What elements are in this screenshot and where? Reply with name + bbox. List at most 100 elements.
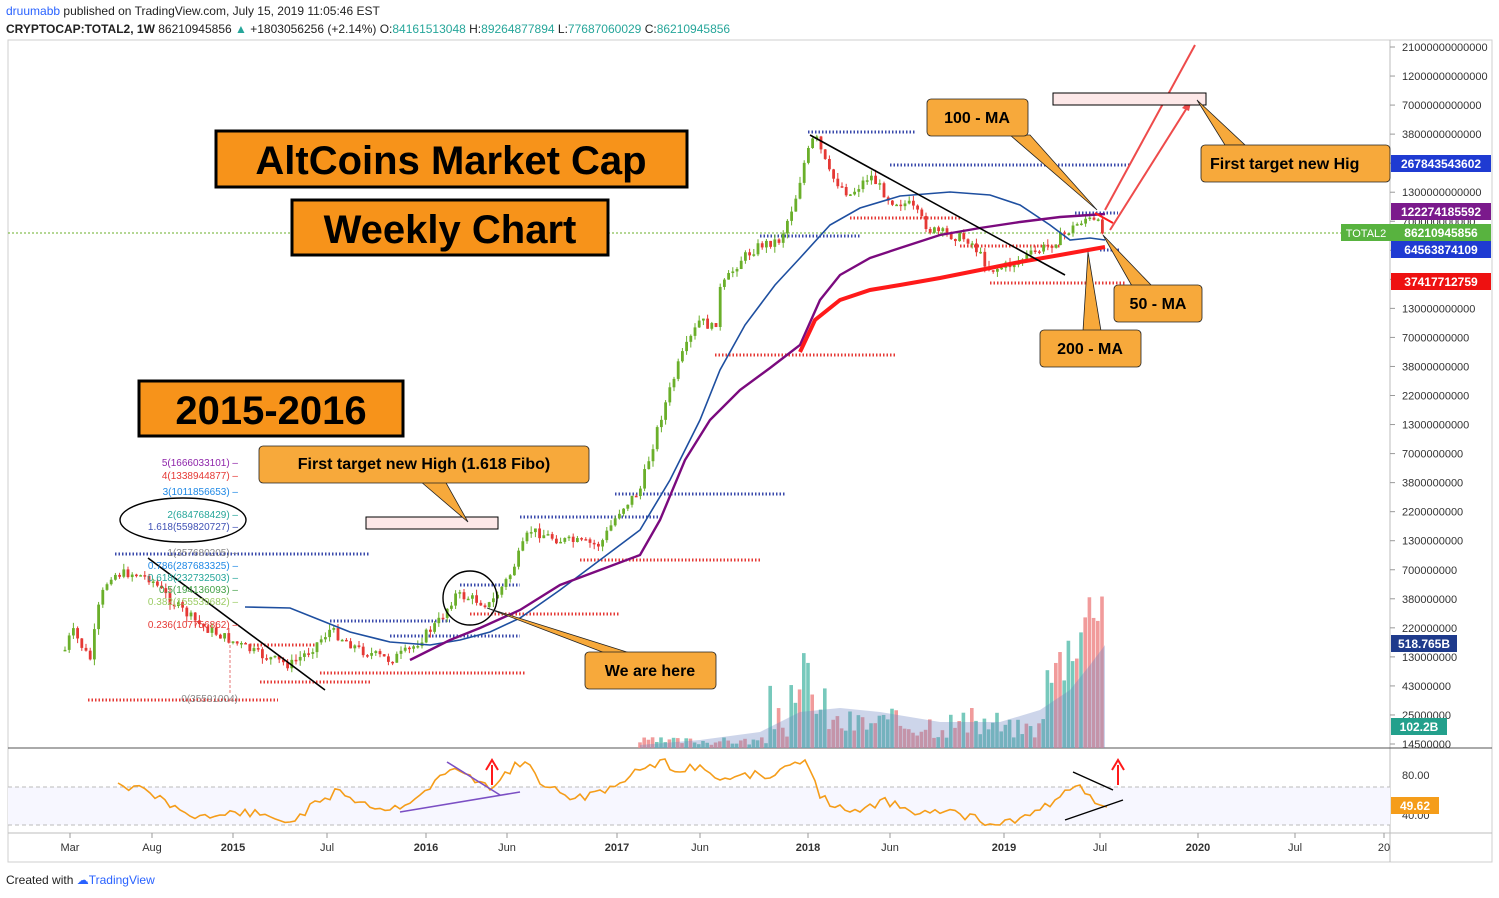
candle-body xyxy=(970,243,974,245)
candle-body xyxy=(626,504,630,509)
fibonacci-labels: 5(1666033101) – 4(1338944877) – 3(10118566… xyxy=(148,458,239,705)
candle-body xyxy=(382,654,386,657)
subtitle-box xyxy=(290,198,610,257)
candle-body xyxy=(622,508,625,514)
badge-rsi xyxy=(1391,797,1439,814)
candle-body xyxy=(189,612,193,617)
candle-body xyxy=(1050,245,1054,248)
candle-body xyxy=(584,539,588,541)
candle-body xyxy=(1080,223,1083,226)
projection-line-1 xyxy=(1104,44,1196,211)
price-tick-label: 12000000000000 xyxy=(1402,71,1488,83)
candle-body xyxy=(718,286,722,327)
candle-body xyxy=(693,327,697,336)
volume-bar xyxy=(1096,620,1100,748)
candle-body xyxy=(672,378,676,388)
candle-body xyxy=(676,361,680,379)
candle-body xyxy=(811,138,814,148)
candle-body xyxy=(647,461,651,470)
callout-ma100: 100 - MA xyxy=(926,98,1098,211)
candle-body xyxy=(744,252,747,261)
fib-label: 5(1666033101) – xyxy=(162,458,239,469)
time-tick-label: Jun xyxy=(498,842,516,854)
candle-body xyxy=(756,243,760,255)
candle-body xyxy=(361,646,365,656)
volume-bar xyxy=(806,662,810,748)
candle-body xyxy=(899,204,903,207)
candlesticks xyxy=(63,134,1104,673)
candle-body xyxy=(962,233,966,240)
tradingview-link[interactable]: TradingView xyxy=(88,873,155,887)
candle-body xyxy=(609,525,613,531)
candle-body xyxy=(849,194,852,196)
price-tick-label: 3800000000 xyxy=(1402,478,1463,490)
svg-text:102.2B: 102.2B xyxy=(1400,720,1439,734)
volume-bar xyxy=(659,737,663,748)
candle-body xyxy=(466,598,470,601)
candle-body xyxy=(773,239,777,247)
candle-body xyxy=(798,182,802,199)
volume-bar xyxy=(957,721,961,748)
volume-bar xyxy=(1016,719,1020,748)
rsi-trendline-bottom xyxy=(1064,799,1124,821)
candle-body xyxy=(1054,245,1058,248)
rsi-tick-label: 80.00 xyxy=(1402,770,1430,782)
price-tick-label: 220000000 xyxy=(1402,623,1457,635)
time-tick-label: Aug xyxy=(142,842,162,854)
candle-body xyxy=(1067,233,1071,235)
price-tick-label: 380000000 xyxy=(1402,594,1457,606)
ma50-label: 50 - MA xyxy=(1130,296,1187,313)
volume-bar xyxy=(831,719,835,748)
low-label: L: xyxy=(557,22,568,36)
candle-body xyxy=(966,239,970,244)
time-tick-label: Jun xyxy=(881,842,899,854)
ma100-label: 100 - MA xyxy=(944,110,1010,127)
volume-bar xyxy=(1054,662,1058,748)
candle-body xyxy=(240,643,243,645)
volume-bar xyxy=(692,742,697,748)
target-left-label: First target new High (1.618 Fibo) xyxy=(298,456,550,473)
trendline-2018 xyxy=(809,134,1066,276)
volume-bar xyxy=(919,731,924,748)
candle-body xyxy=(223,633,226,639)
candle-body xyxy=(412,646,415,649)
candle-body xyxy=(252,648,256,652)
volume-bar xyxy=(1049,682,1054,748)
candle-body xyxy=(605,530,609,541)
candle-body xyxy=(273,655,277,658)
open-label: O: xyxy=(379,22,393,36)
candle-body xyxy=(790,211,793,221)
price-tick-label: 21000000000000 xyxy=(1402,42,1488,54)
candle-body xyxy=(681,351,684,362)
price-tick-label: 2200000000 xyxy=(1402,507,1463,519)
candle-body xyxy=(542,535,546,539)
time-tick-label: 2015 xyxy=(221,842,245,854)
close-value: 86210945856 xyxy=(656,22,731,36)
candle-body xyxy=(639,488,642,497)
candle-body xyxy=(819,136,823,150)
candle-body xyxy=(1075,224,1079,226)
ma200-label: 200 - MA xyxy=(1057,341,1123,358)
volume-bar xyxy=(886,719,890,748)
candle-body xyxy=(975,243,978,253)
candle-body xyxy=(983,251,987,267)
candle-body xyxy=(307,653,310,655)
volume-bar xyxy=(1020,734,1024,748)
candle-body xyxy=(76,628,79,639)
time-tick-label: Jul xyxy=(1288,842,1302,854)
volume-bar xyxy=(936,737,940,748)
volume-bar xyxy=(1045,670,1050,748)
author-link[interactable]: druumabb xyxy=(6,4,61,18)
volume-bar xyxy=(638,742,642,748)
candle-body xyxy=(618,513,621,519)
candle-body xyxy=(844,187,848,196)
candle-body xyxy=(739,260,743,269)
candle-body xyxy=(760,243,764,248)
candle-body xyxy=(244,643,247,645)
candle-body xyxy=(219,634,222,639)
candle-body xyxy=(1084,218,1087,224)
time-axis: Mar Aug 2015 Jul 2016 Jun 2017 Jun 2018 Jun 2019 Ju… xyxy=(61,833,1390,854)
volume-bar xyxy=(747,744,751,748)
volume-bar xyxy=(907,729,911,748)
